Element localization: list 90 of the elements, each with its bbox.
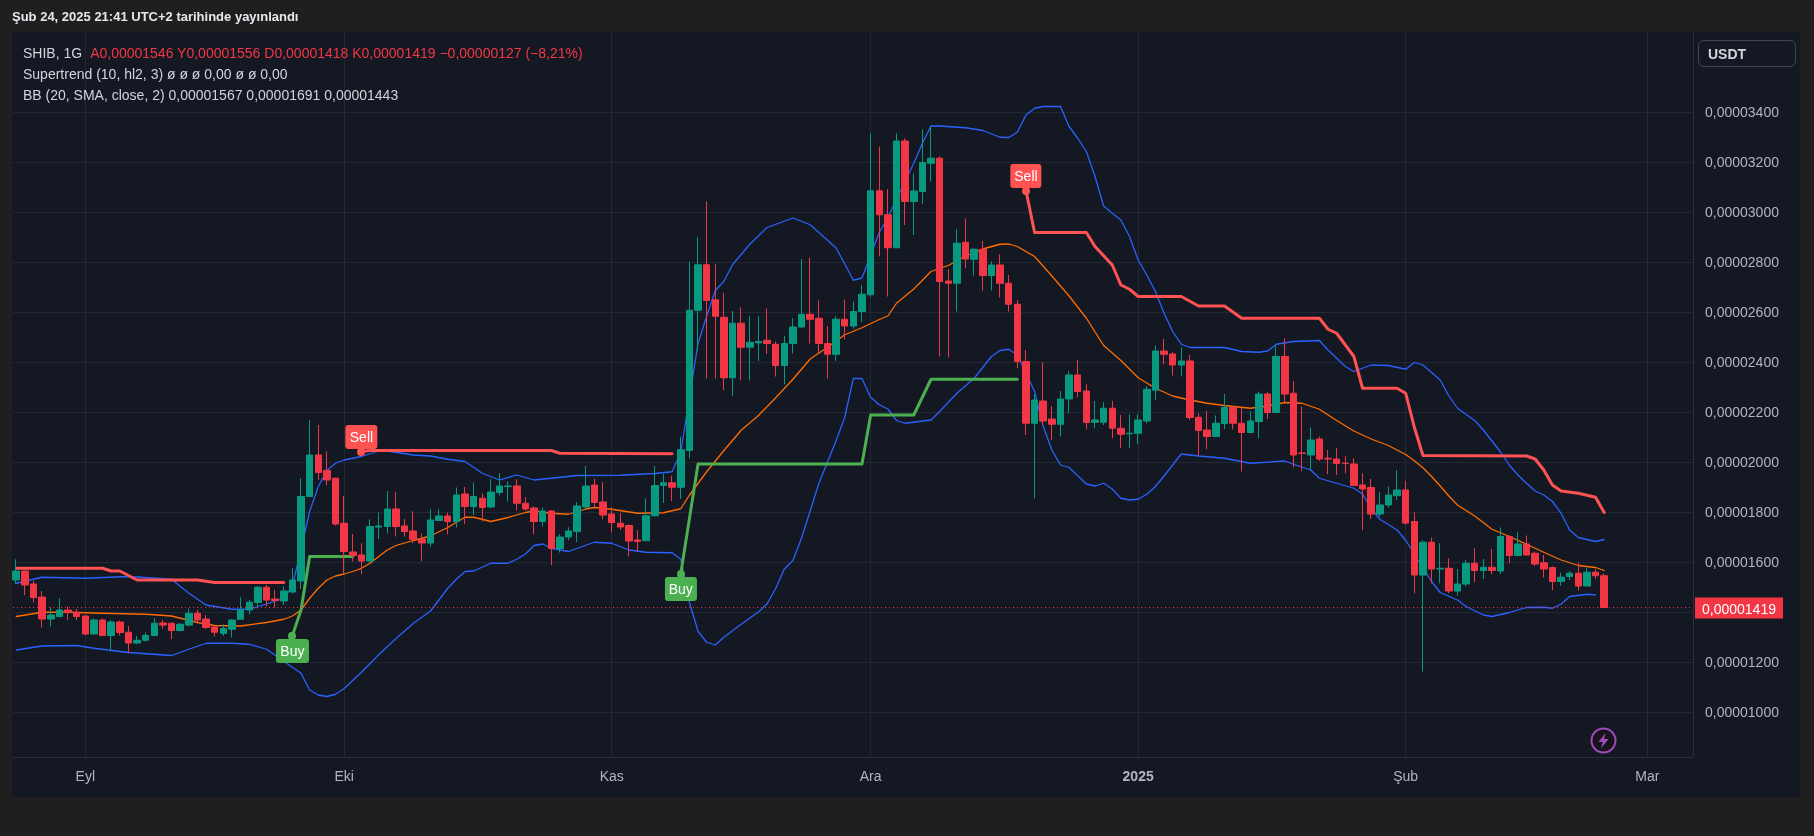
candlestick <box>841 299 848 340</box>
candlestick <box>461 486 469 525</box>
candlestick <box>1272 345 1280 414</box>
candlestick <box>1497 527 1504 575</box>
candlestick <box>1436 542 1444 584</box>
annotation: Supertrend (10, hl2, 3) ø ø ø 0,00 ø ø 0,00 <box>23 66 288 82</box>
candlestick <box>1264 391 1271 420</box>
candlestick <box>953 228 961 312</box>
y-tick-label: 0,00002000 <box>1705 454 1780 471</box>
candlestick <box>90 618 98 635</box>
annotation: Buy <box>664 576 697 601</box>
candlestick <box>1307 427 1315 471</box>
candlestick <box>729 310 736 397</box>
candlestick <box>107 619 115 651</box>
y-tick-label: 0,00001200 <box>1705 654 1780 671</box>
candlestick <box>763 308 771 355</box>
candlestick <box>1514 531 1522 557</box>
chart-subtitle: Şub 24, 2025 21:41 UTC+2 tarihinde yayınlandı <box>12 9 299 24</box>
y-tick-label: 0,00002800 <box>1705 254 1780 271</box>
annotation: Sell <box>1010 163 1042 188</box>
candlestick <box>1411 512 1418 594</box>
candlestick <box>988 261 995 291</box>
y-tick-label: 0,00001600 <box>1705 554 1780 571</box>
annotation: Buy <box>276 638 309 663</box>
candlestick <box>12 558 20 585</box>
y-tick-label: 0,00003400 <box>1705 104 1780 121</box>
line-series <box>15 243 1605 627</box>
candlestick <box>1557 572 1565 587</box>
candlestick <box>99 618 106 636</box>
x-tick-label: Mar <box>1635 768 1660 784</box>
candlestick <box>453 487 460 528</box>
candlestick <box>470 482 477 516</box>
x-tick-label: 2025 <box>1122 768 1154 784</box>
currency-button: USDT <box>1698 40 1796 67</box>
y-tick-label: 0,00001000 <box>1705 704 1780 721</box>
x-tick-label: Eki <box>334 768 354 784</box>
annotation: BB (20, SMA, close, 2) 0,00001567 0,00001691 0,00001443 <box>23 87 399 103</box>
candlestick <box>737 306 745 381</box>
x-tick-label: Şub <box>1393 768 1419 784</box>
candlestick <box>151 617 158 637</box>
ref-line-label: 0,00001419 <box>1695 597 1783 618</box>
candlestick <box>1402 480 1409 525</box>
y-tick-label: 0,00003200 <box>1705 154 1780 171</box>
y-tick-label: 0,00003000 <box>1705 204 1780 221</box>
candlestick <box>548 509 555 566</box>
candlestick <box>893 132 900 249</box>
candlestick <box>936 156 943 357</box>
candlestick <box>979 240 987 291</box>
candlestick <box>1428 537 1435 584</box>
candlestick <box>1506 534 1513 564</box>
y-tick-label: 0,00001800 <box>1705 504 1780 521</box>
annotation: Sell <box>345 424 378 449</box>
candlestick <box>539 507 546 527</box>
candlestick <box>772 341 779 377</box>
y-tick-label: 0,00002200 <box>1705 404 1780 421</box>
annotation: A0,00001546 Y0,00001556 D0,00001418 K0,00001419 −0,00000127 (−8,21%) <box>90 45 583 61</box>
candlestick <box>1583 567 1591 587</box>
candlestick <box>1471 547 1478 583</box>
candlestick <box>1031 393 1038 499</box>
candlestick <box>1566 570 1573 581</box>
candlestick <box>720 292 728 391</box>
line-series <box>15 105 1605 610</box>
candlestick <box>479 492 486 522</box>
x-tick-label: Kas <box>599 768 624 784</box>
candlestick <box>1480 558 1487 580</box>
candlestick <box>703 201 710 379</box>
candlestick <box>1445 557 1453 594</box>
x-tick-label: Ara <box>859 768 882 784</box>
y-tick-label: 0,00002400 <box>1705 354 1780 371</box>
x-tick-label: Eyl <box>75 768 95 784</box>
candlestick <box>712 263 719 379</box>
candlestick <box>82 614 89 636</box>
candlestick <box>1074 359 1081 398</box>
candlestick <box>1178 346 1185 377</box>
candlestick <box>901 137 909 226</box>
line-series <box>15 348 1597 698</box>
y-axis-title: USDT <box>1708 46 1747 62</box>
text: SHIB, 1G <box>23 45 83 61</box>
candlestick <box>384 490 391 534</box>
candlestick <box>962 217 969 269</box>
candlestick <box>832 315 840 362</box>
candlestick <box>1419 539 1427 672</box>
candlestick <box>1575 562 1582 591</box>
candlestick <box>668 475 676 502</box>
candlestick <box>1083 383 1090 430</box>
candlestick <box>444 512 451 535</box>
y-tick-label: 0,00002600 <box>1705 304 1780 321</box>
candlestick <box>970 247 978 276</box>
candlestick <box>1488 548 1496 575</box>
candlestick <box>945 268 952 358</box>
